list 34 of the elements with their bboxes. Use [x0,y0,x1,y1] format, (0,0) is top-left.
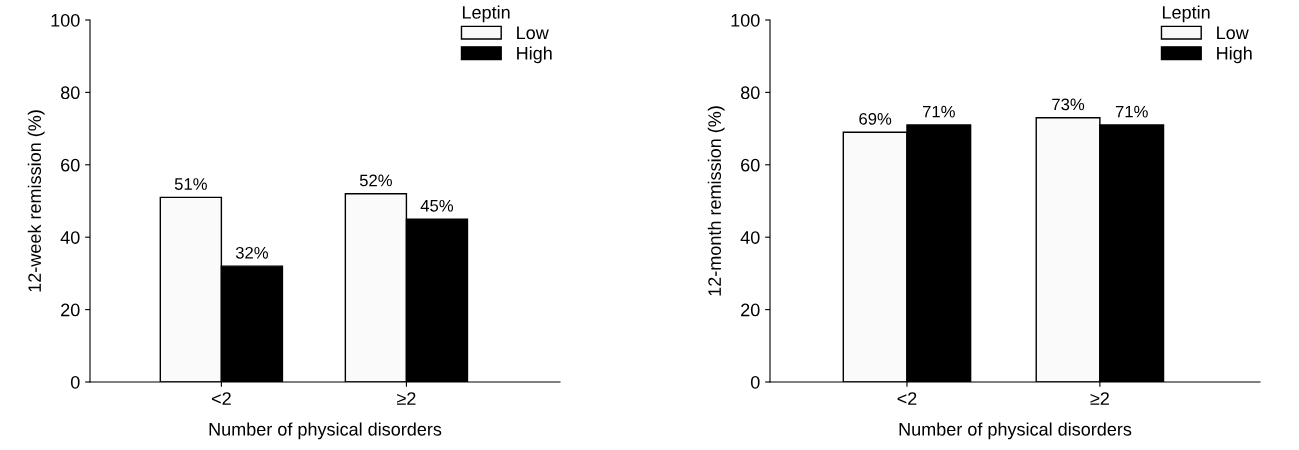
y-tick-label: 40 [60,231,80,244]
data-label: 45% [420,199,454,212]
x-tick-label: <2 [897,392,917,405]
data-label: 69% [859,112,892,125]
legend-title: Leptin [462,5,510,23]
data-label: 73% [1052,98,1085,111]
data-label: 52% [359,174,392,187]
y-tick-label: 80 [60,86,80,100]
y-tick-label: 20 [741,303,760,317]
y-tick-label: 80 [740,86,760,100]
x-axis-title: Number of physical disorders [209,422,442,440]
legend-title: Leptin [1162,5,1210,23]
y-axis-title: 12-month remission (%) [707,106,725,296]
legend-label: High [517,46,552,64]
y-tick-label: 100 [51,13,80,27]
y-tick-label: 100 [731,13,760,27]
y-tick-label: 60 [61,158,80,172]
y-tick-label: 60 [741,158,760,172]
y-tick-label: 0 [750,375,760,389]
x-axis-title: Number of physical disorders [899,422,1132,440]
x-tick-label: ≥2 [397,392,416,405]
y-tick-label: 0 [70,375,80,389]
y-tick-label: 40 [740,231,760,244]
y-axis-title: 12-week remission (%) [27,110,45,292]
x-tick-label: <2 [211,392,231,405]
legend-label: High [1217,46,1252,64]
data-label: 71% [1115,105,1148,118]
legend-label: Low [517,26,549,40]
legend-label: Low [1217,26,1249,40]
x-tick-label: ≥2 [1090,392,1109,405]
y-tick-label: 20 [61,303,80,317]
data-label: 71% [922,105,955,118]
data-label: 51% [174,178,207,190]
data-label: 32% [235,246,268,259]
